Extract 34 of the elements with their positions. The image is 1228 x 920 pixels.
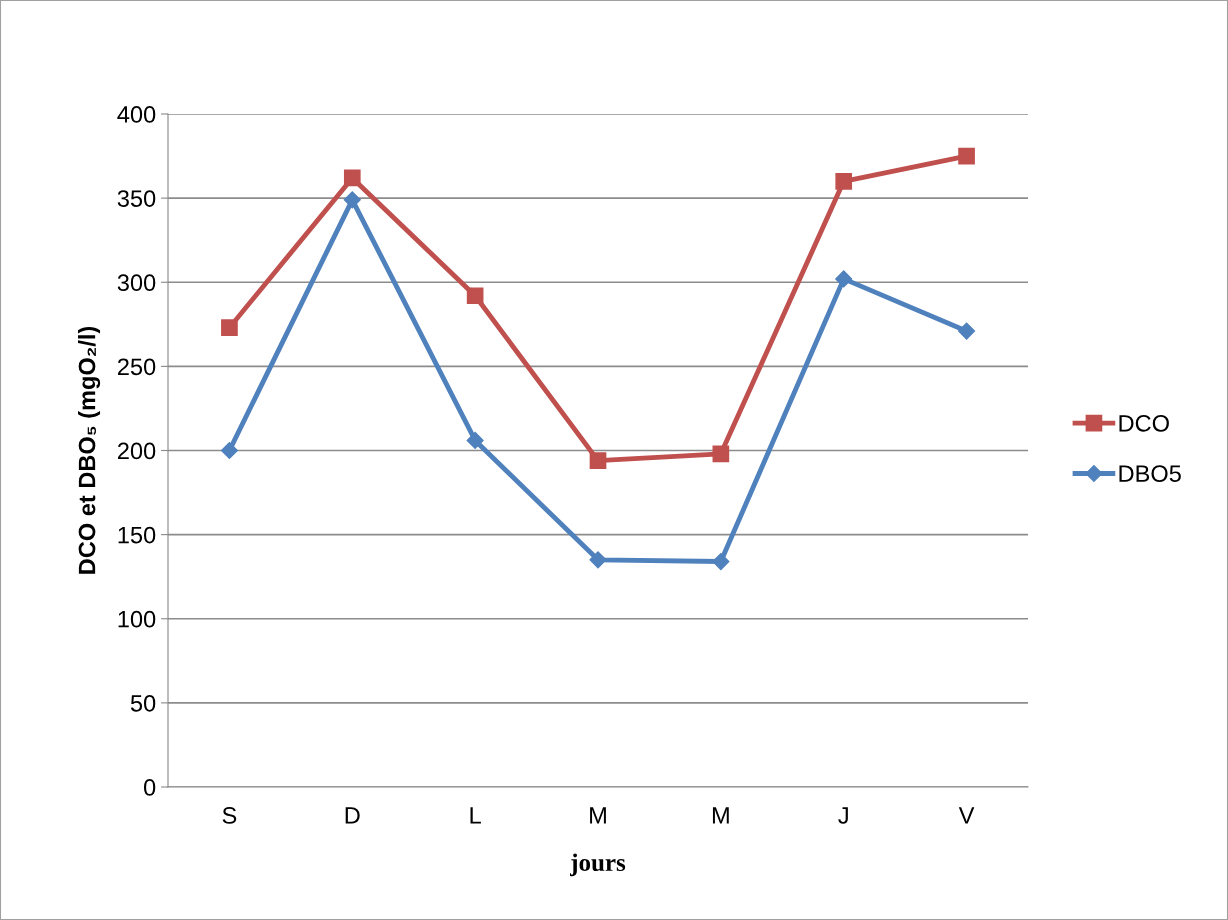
point (712, 445, 730, 463)
point (712, 552, 730, 571)
x-tick-label: J (838, 807, 848, 824)
point (221, 319, 238, 337)
y-tick-label: 300 (117, 274, 156, 292)
point (835, 172, 853, 190)
x-axis-title: jours (570, 853, 626, 877)
legend-label: DBO5 (1119, 465, 1181, 483)
point (589, 551, 607, 569)
y-tick-label: 0 (143, 779, 156, 796)
y-tick-label: 250 (117, 358, 156, 376)
y-tick-label: 350 (117, 190, 156, 207)
point (466, 431, 484, 449)
y-tick-label: 200 (117, 442, 156, 460)
point (343, 191, 361, 209)
x-tick-label: D (345, 807, 360, 824)
x-tick-label: S (222, 807, 237, 824)
x-tick-label: V (958, 807, 975, 824)
point (958, 147, 975, 165)
point (466, 287, 484, 305)
legend-label: DCO (1119, 414, 1169, 432)
point (343, 169, 361, 187)
y-tick-label: 400 (117, 106, 156, 123)
point (220, 441, 238, 460)
point (835, 270, 853, 288)
y-tick-label: 100 (118, 610, 156, 628)
x-tick-label: L (470, 807, 481, 824)
y-tick-label: 150 (118, 526, 156, 544)
point (958, 322, 976, 340)
y-axis-title: DCO et DBO₅ (mgO₂/l) (78, 326, 101, 574)
x-tick-label: M (712, 807, 729, 824)
x-tick-label: M (590, 807, 606, 824)
point (589, 452, 607, 469)
y-tick-label: 50 (130, 694, 156, 712)
